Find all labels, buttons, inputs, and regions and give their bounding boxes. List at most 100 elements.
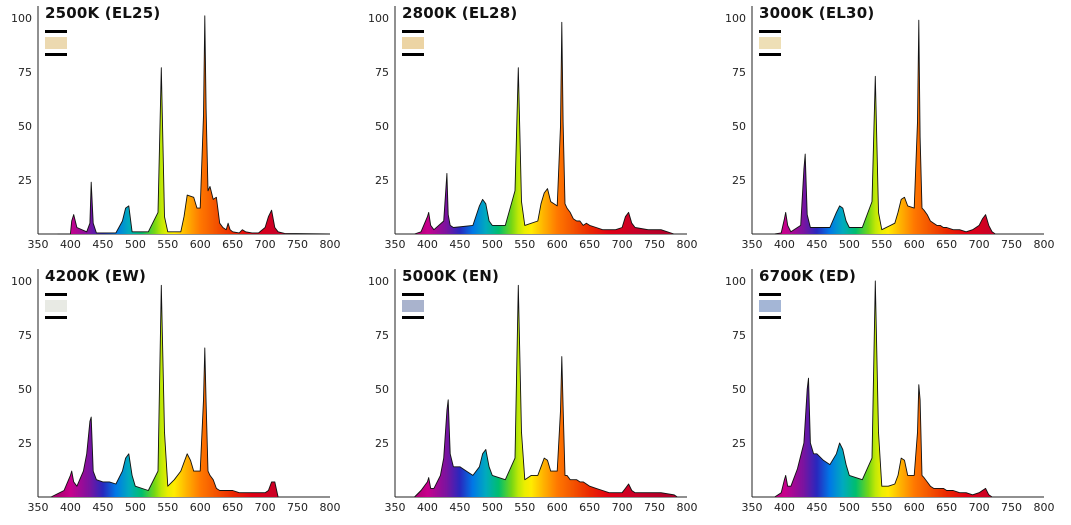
x-tick-label: 650 (936, 238, 957, 251)
x-tick-label: 650 (579, 238, 600, 251)
spectrum-plot: 25 50 75 100 350 400 450 500 550 600 650 700 750 800 (725, 6, 1055, 251)
x-tick-label: 700 (612, 501, 633, 514)
chart-panel-2: 25 50 75 100 350 400 450 500 550 600 650 700 750 800 2… (357, 0, 714, 262)
x-tick-label: 400 (774, 501, 795, 514)
lamp-color-swatch-fill (45, 37, 67, 49)
x-tick-label: 350 (385, 501, 406, 514)
x-tick-label: 750 (644, 238, 665, 251)
lamp-color-swatch (45, 30, 67, 56)
x-tick-label: 550 (157, 238, 178, 251)
spectrum-line (50, 284, 279, 498)
chart-panel-1: 25 50 75 100 350 400 450 500 550 600 650 700 750 800 2… (0, 0, 357, 262)
x-tick-label: 700 (612, 238, 633, 251)
x-tick-label: 700 (255, 501, 276, 514)
x-tick-label: 650 (936, 501, 957, 514)
spectrum-area (774, 20, 996, 235)
x-tick-label: 450 (92, 238, 113, 251)
x-tick-label: 500 (125, 238, 146, 251)
x-tick-label: 350 (742, 238, 763, 251)
lamp-color-swatch (759, 30, 781, 56)
x-tick-label: 550 (871, 238, 892, 251)
y-tick-label: 50 (732, 120, 746, 133)
spectrum-line (774, 280, 993, 498)
x-tick-label: 800 (1034, 501, 1055, 514)
lamp-color-swatch (759, 293, 781, 319)
x-tick-label: 750 (1001, 501, 1022, 514)
y-tick-label: 100 (368, 12, 389, 25)
y-tick-label: 25 (18, 174, 32, 187)
x-tick-label: 800 (320, 501, 341, 514)
y-tick-label: 25 (375, 174, 389, 187)
spectrum-plot: 25 50 75 100 350 400 450 500 550 600 650 700 750 800 (725, 269, 1055, 514)
x-tick-label: 750 (644, 501, 665, 514)
lamp-color-swatch-fill (402, 37, 424, 49)
lamp-color-swatch (402, 293, 424, 319)
x-tick-label: 750 (287, 501, 308, 514)
y-tick-label: 75 (732, 66, 746, 79)
x-tick-label: 700 (969, 501, 990, 514)
lamp-color-swatch-fill (402, 300, 424, 312)
spectrum-plot: 25 50 75 100 350 400 450 500 550 600 650 700 750 800 (368, 6, 698, 251)
y-tick-label: 75 (375, 329, 389, 342)
chart-title: 4200K (EW) (45, 267, 147, 285)
x-tick-label: 350 (28, 238, 49, 251)
x-tick-label: 800 (677, 238, 698, 251)
spectrum-area (414, 285, 678, 497)
x-tick-label: 500 (125, 501, 146, 514)
y-tick-label: 50 (375, 383, 389, 396)
y-tick-label: 25 (732, 437, 746, 450)
chart-title: 3000K (EL30) (759, 4, 875, 22)
spectrum-plot: 25 50 75 100 350 400 450 500 550 600 650 700 750 800 (11, 6, 341, 251)
x-tick-label: 800 (1034, 238, 1055, 251)
x-tick-label: 400 (417, 238, 438, 251)
chart-panel-5: 25 50 75 100 350 400 450 500 550 600 650 700 750 800 5… (357, 263, 714, 525)
x-tick-label: 550 (514, 238, 535, 251)
x-tick-label: 600 (547, 501, 568, 514)
x-tick-label: 350 (385, 238, 406, 251)
lamp-color-swatch-fill (45, 300, 67, 312)
x-tick-label: 500 (482, 238, 503, 251)
chart-title: 6700K (ED) (759, 267, 857, 285)
x-tick-label: 550 (514, 501, 535, 514)
spectrum-line (57, 15, 331, 235)
x-tick-label: 400 (774, 238, 795, 251)
x-tick-label: 800 (677, 501, 698, 514)
y-tick-label: 25 (732, 174, 746, 187)
y-tick-label: 100 (11, 275, 32, 288)
spectrum-area (51, 285, 279, 497)
x-tick-label: 700 (969, 238, 990, 251)
x-tick-label: 600 (547, 238, 568, 251)
x-tick-label: 500 (482, 501, 503, 514)
x-tick-label: 600 (904, 238, 925, 251)
x-tick-label: 650 (579, 501, 600, 514)
y-tick-label: 100 (368, 275, 389, 288)
x-tick-label: 750 (287, 238, 308, 251)
x-tick-label: 400 (417, 501, 438, 514)
chart-title: 5000K (EN) (402, 267, 500, 285)
spectrum-line (774, 19, 996, 235)
lamp-color-swatch (402, 30, 424, 56)
chart-title: 2800K (EL28) (402, 4, 518, 22)
chart-panel-3: 25 50 75 100 350 400 450 500 550 600 650 700 750 800 3… (714, 0, 1071, 262)
y-tick-label: 25 (18, 437, 32, 450)
x-tick-label: 650 (222, 501, 243, 514)
chart-panel-4: 25 50 75 100 350 400 450 500 550 600 650 700 750 800 4… (0, 263, 357, 525)
y-tick-label: 75 (732, 329, 746, 342)
spectrum-line (414, 284, 678, 498)
x-tick-label: 450 (806, 238, 827, 251)
x-tick-label: 350 (742, 501, 763, 514)
x-tick-label: 550 (871, 501, 892, 514)
x-tick-label: 600 (190, 501, 211, 514)
x-tick-label: 600 (904, 501, 925, 514)
y-tick-label: 75 (18, 329, 32, 342)
spectrum-line (414, 21, 675, 235)
y-tick-label: 100 (11, 12, 32, 25)
y-tick-label: 75 (375, 66, 389, 79)
x-tick-label: 550 (157, 501, 178, 514)
x-tick-label: 400 (60, 501, 81, 514)
lamp-color-swatch (45, 293, 67, 319)
lamp-color-swatch-fill (759, 37, 781, 49)
lamp-color-swatch-fill (759, 300, 781, 312)
x-tick-label: 450 (449, 238, 470, 251)
y-tick-label: 25 (375, 437, 389, 450)
